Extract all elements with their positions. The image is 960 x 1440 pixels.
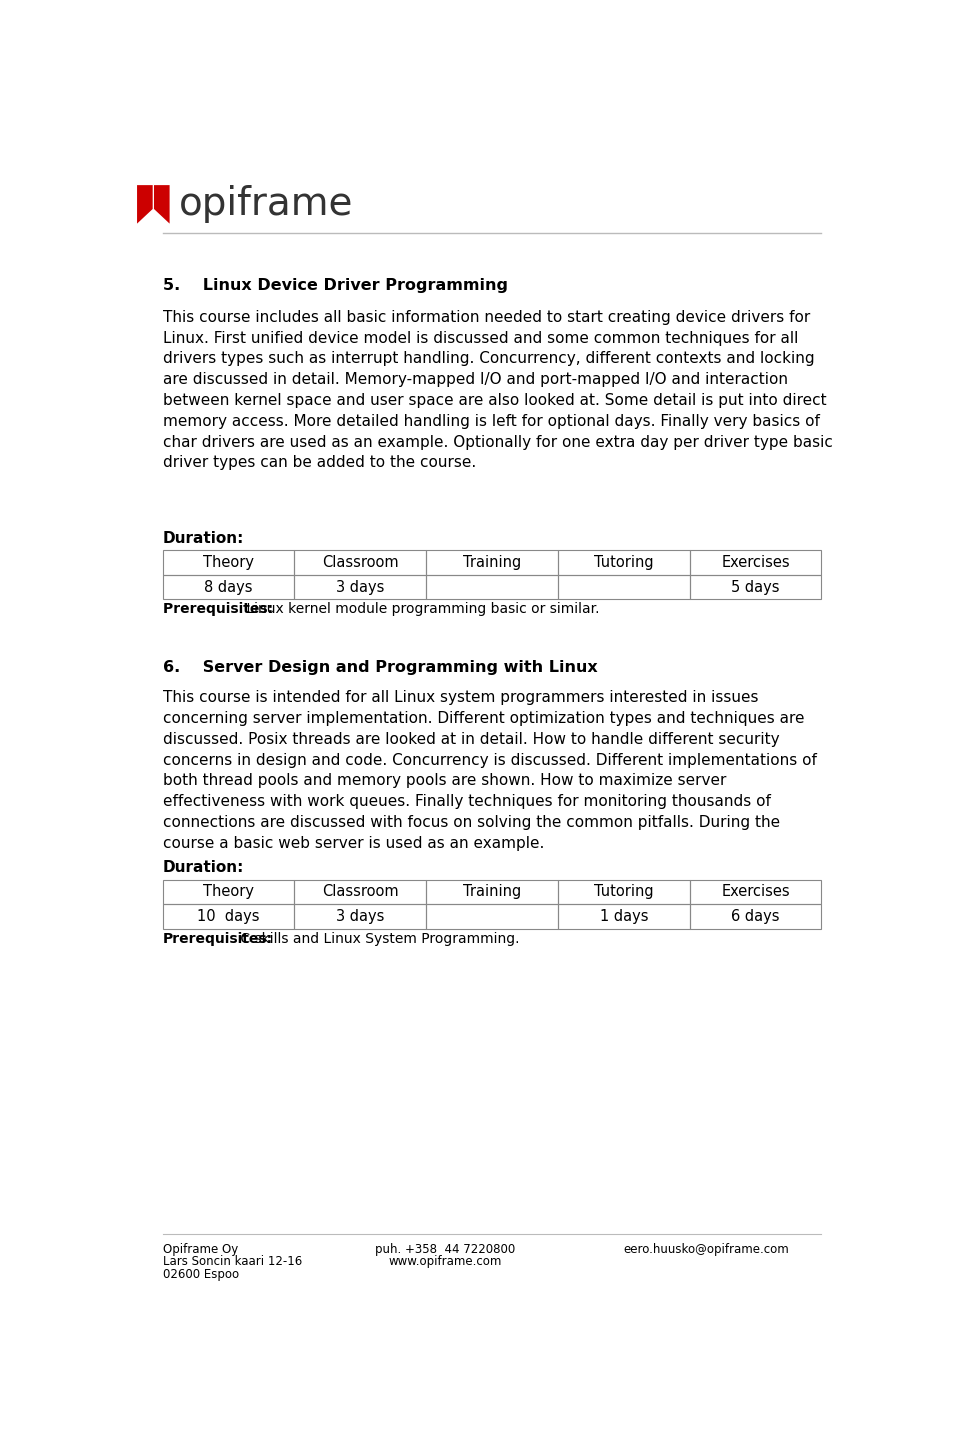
Text: puh. +358  44 7220800: puh. +358 44 7220800	[375, 1243, 516, 1256]
Bar	[426, 880, 558, 904]
Bar	[689, 904, 822, 929]
Text: effectiveness with work queues. Finally techniques for monitoring thousands of: effectiveness with work queues. Finally …	[162, 795, 771, 809]
Text: Theory: Theory	[203, 884, 254, 900]
Bar	[162, 904, 295, 929]
Text: driver types can be added to the course.: driver types can be added to the course.	[162, 455, 476, 471]
Bar	[295, 904, 426, 929]
Text: Exercises: Exercises	[721, 884, 790, 900]
Text: drivers types such as interrupt handling. Concurrency, different contexts and lo: drivers types such as interrupt handling…	[162, 351, 814, 366]
Text: This course is intended for all Linux system programmers interested in issues: This course is intended for all Linux sy…	[162, 690, 758, 706]
Text: between kernel space and user space are also looked at. Some detail is put into : between kernel space and user space are …	[162, 393, 827, 408]
Text: Opiframe Oy: Opiframe Oy	[162, 1243, 238, 1256]
Text: Lars Soncin kaari 12-16: Lars Soncin kaari 12-16	[162, 1256, 301, 1269]
Text: Prerequisites:: Prerequisites:	[162, 602, 277, 616]
Bar	[426, 575, 558, 599]
Bar	[426, 550, 558, 575]
Text: discussed. Posix threads are looked at in detail. How to handle different securi: discussed. Posix threads are looked at i…	[162, 732, 780, 747]
Bar	[426, 904, 558, 929]
Bar	[295, 575, 426, 599]
Bar	[162, 575, 295, 599]
Bar	[558, 550, 689, 575]
Text: Training: Training	[463, 884, 521, 900]
Text: concerning server implementation. Different optimization types and techniques ar: concerning server implementation. Differ…	[162, 711, 804, 726]
Text: Tutoring: Tutoring	[594, 554, 654, 570]
Text: 3 days: 3 days	[336, 579, 384, 595]
Text: 10  days: 10 days	[197, 909, 260, 924]
Text: Linux kernel module programming basic or similar.: Linux kernel module programming basic or…	[242, 602, 599, 616]
Text: are discussed in detail. Memory-mapped I/O and port-mapped I/O and interaction: are discussed in detail. Memory-mapped I…	[162, 372, 787, 387]
Text: course a basic web server is used as an example.: course a basic web server is used as an …	[162, 835, 544, 851]
Bar	[689, 550, 822, 575]
Text: 8 days: 8 days	[204, 579, 252, 595]
Bar	[558, 904, 689, 929]
Bar	[558, 575, 689, 599]
Text: concerns in design and code. Concurrency is discussed. Different implementations: concerns in design and code. Concurrency…	[162, 753, 817, 768]
Text: 6.    Server Design and Programming with Linux: 6. Server Design and Programming with Li…	[162, 660, 597, 675]
Text: Tutoring: Tutoring	[594, 884, 654, 900]
Polygon shape	[137, 186, 153, 223]
Text: memory access. More detailed handling is left for optional days. Finally very ba: memory access. More detailed handling is…	[162, 413, 820, 429]
Text: Theory: Theory	[203, 554, 254, 570]
Text: char drivers are used as an example. Optionally for one extra day per driver typ: char drivers are used as an example. Opt…	[162, 435, 832, 449]
Text: 6 days: 6 days	[732, 909, 780, 924]
Text: Duration:: Duration:	[162, 531, 244, 546]
Text: 5 days: 5 days	[732, 579, 780, 595]
Text: both thread pools and memory pools are shown. How to maximize server: both thread pools and memory pools are s…	[162, 773, 726, 788]
Text: This course includes all basic information needed to start creating device drive: This course includes all basic informati…	[162, 310, 810, 325]
Text: Classroom: Classroom	[322, 884, 398, 900]
Bar	[162, 880, 295, 904]
Text: connections are discussed with focus on solving the common pitfalls. During the: connections are discussed with focus on …	[162, 815, 780, 829]
Text: eero.huusko@opiframe.com: eero.huusko@opiframe.com	[624, 1243, 789, 1256]
Text: 5.    Linux Device Driver Programming: 5. Linux Device Driver Programming	[162, 278, 508, 294]
Bar	[295, 550, 426, 575]
Bar	[162, 550, 295, 575]
Bar	[295, 880, 426, 904]
Text: 3 days: 3 days	[336, 909, 384, 924]
Text: Duration:: Duration:	[162, 860, 244, 874]
Polygon shape	[154, 186, 170, 223]
Text: Prerequisites:: Prerequisites:	[162, 932, 273, 946]
Text: Linux. First unified device model is discussed and some common techniques for al: Linux. First unified device model is dis…	[162, 331, 798, 346]
Text: www.opiframe.com: www.opiframe.com	[389, 1256, 502, 1269]
Text: 1 days: 1 days	[599, 909, 648, 924]
Text: Training: Training	[463, 554, 521, 570]
Text: Classroom: Classroom	[322, 554, 398, 570]
Bar	[689, 575, 822, 599]
Text: C skills and Linux System Programming.: C skills and Linux System Programming.	[236, 932, 520, 946]
Text: Exercises: Exercises	[721, 554, 790, 570]
Bar	[689, 880, 822, 904]
Text: 02600 Espoo: 02600 Espoo	[162, 1267, 239, 1280]
Bar	[558, 880, 689, 904]
Text: opiframe: opiframe	[179, 186, 353, 223]
